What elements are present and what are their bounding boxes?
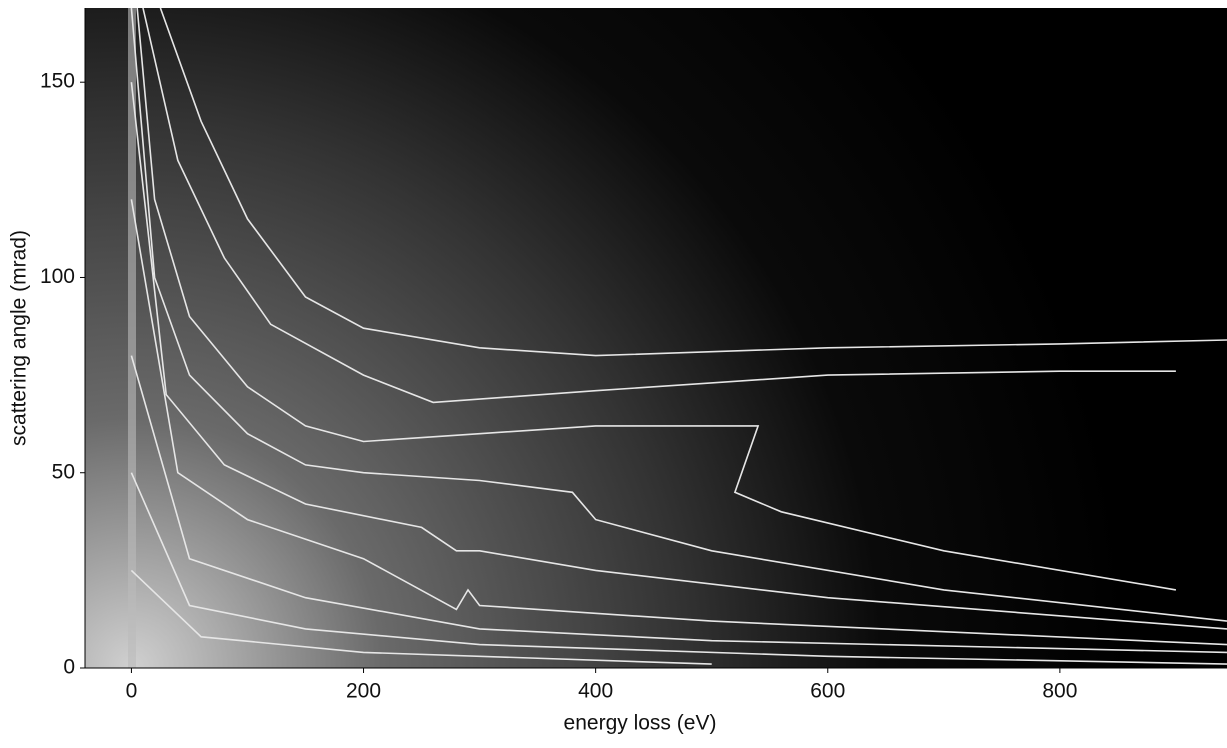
x-tick-label: 600 xyxy=(810,680,845,703)
contours xyxy=(130,8,1227,665)
contour-line xyxy=(142,8,1176,404)
x-tick-label: 800 xyxy=(1042,680,1077,703)
contour-line xyxy=(159,8,1227,357)
contour-line xyxy=(136,8,1177,591)
x-axis-label: energy loss (eV) xyxy=(564,712,717,735)
contour-line xyxy=(130,569,712,665)
plot-background xyxy=(85,8,1227,668)
contour-line xyxy=(130,355,1227,654)
x-tick-label: 200 xyxy=(346,680,381,703)
y-axis-label: scattering angle (mrad) xyxy=(8,230,31,446)
y-tick-label: 0 xyxy=(63,656,75,679)
x-tick-label: 0 xyxy=(126,680,138,703)
contour-line xyxy=(130,8,1227,622)
y-tick-label: 100 xyxy=(40,265,75,288)
y-tick-label: 150 xyxy=(40,70,75,93)
contour-line xyxy=(130,82,1227,630)
zero-loss-band xyxy=(128,8,136,668)
contour-line xyxy=(130,472,1227,665)
contour-line xyxy=(130,199,1227,646)
y-tick-label: 50 xyxy=(52,460,75,483)
x-tick-label: 400 xyxy=(578,680,613,703)
